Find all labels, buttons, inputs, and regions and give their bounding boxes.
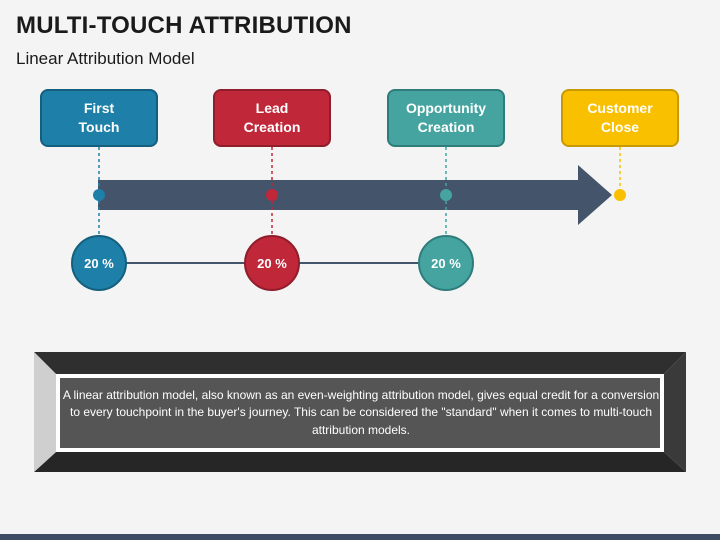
stage-box-lead-creation: Lead Creation (213, 89, 331, 147)
description-text: A linear attribution model, also known a… (62, 378, 660, 448)
slide-subtitle: Linear Attribution Model (16, 49, 195, 68)
stage-label-first-touch: First Touch (78, 100, 120, 135)
stage-label-customer-close: Customer Close (587, 100, 653, 135)
slide-title: MULTI-TOUCH ATTRIBUTION (16, 12, 352, 39)
stage-box-customer-close: Customer Close (561, 89, 679, 147)
footer-bar (0, 534, 720, 540)
description-frame (34, 352, 686, 472)
timeline-arrow (98, 165, 612, 225)
stage-connector-first-touch (93, 147, 105, 234)
stage-box-first-touch: First Touch (40, 89, 158, 147)
percent-value-lead-creation: 20 % (257, 255, 287, 271)
description-paragraph: A linear attribution model, also known a… (62, 387, 660, 437)
stage-label-opportunity-creation: Opportunity Creation (405, 100, 487, 135)
stage-box-opportunity-creation: Opportunity Creation (387, 89, 505, 147)
percent-circle-lead-creation: 20 % (244, 235, 300, 291)
percent-value-opportunity-creation: 20 % (431, 255, 461, 271)
percent-circle-opportunity-creation: 20 % (418, 235, 474, 291)
percent-value-first-touch: 20 % (84, 255, 114, 271)
stage-connector-opportunity-creation (440, 147, 452, 234)
percent-circle-first-touch: 20 % (71, 235, 127, 291)
stage-connector-customer-close (614, 147, 626, 201)
stage-connector-lead-creation (266, 147, 278, 234)
stage-label-lead-creation: Lead Creation (243, 100, 301, 135)
